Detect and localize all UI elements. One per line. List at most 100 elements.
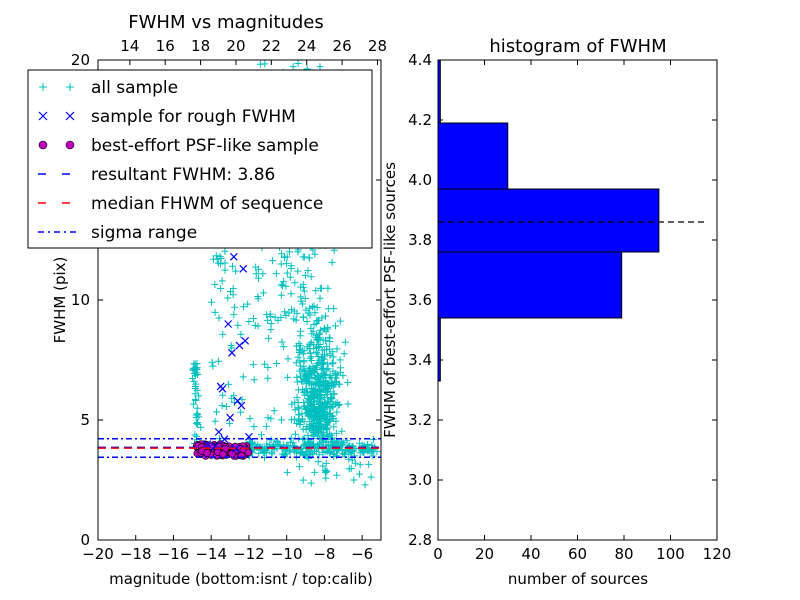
legend-label: median FHWM of sequence [91, 194, 323, 214]
all-sample-marker [351, 452, 359, 460]
histogram-y-tick-label: 3.0 [408, 471, 432, 489]
scatter-x-tick-label: −20 [82, 545, 114, 563]
all-sample-marker [341, 338, 349, 346]
all-sample-marker [277, 260, 285, 268]
all-sample-marker [338, 427, 346, 435]
scatter-plot-frame [97, 59, 382, 541]
scatter-top-tick-label: 14 [120, 37, 139, 55]
legend-plus-icon [66, 83, 74, 91]
rough-sample-marker [224, 320, 233, 328]
all-sample-marker [317, 284, 325, 292]
all-sample-marker [229, 291, 237, 299]
all-sample-marker [191, 431, 199, 439]
all-sample-marker [261, 60, 269, 68]
all-sample-marker [209, 362, 217, 370]
all-sample-marker [261, 360, 269, 368]
all-sample-marker [213, 408, 221, 416]
all-sample-marker [300, 287, 308, 295]
all-sample-marker [301, 271, 309, 279]
all-sample-marker [312, 348, 320, 356]
scatter-bottom-axis: −20 −18 −16 −14 −12 −10 −8 −6 [82, 535, 373, 563]
all-sample-marker [336, 380, 344, 388]
all-sample-marker [195, 392, 203, 400]
all-sample-marker [324, 432, 332, 440]
all-sample-marker [320, 359, 328, 367]
all-sample-marker [330, 305, 338, 313]
all-sample-marker [295, 340, 303, 348]
all-sample-marker [315, 356, 323, 364]
all-sample-marker [313, 418, 321, 426]
all-sample-marker [316, 428, 324, 436]
all-sample-marker [325, 397, 333, 405]
all-sample-marker [314, 316, 322, 324]
histogram-x-tick-label: 60 [568, 545, 587, 563]
legend-label: all sample [91, 78, 178, 98]
all-sample-marker [304, 431, 312, 439]
all-sample-marker [271, 313, 279, 321]
all-sample-marker [226, 419, 234, 427]
all-sample-marker [313, 412, 321, 420]
all-sample-marker [264, 316, 272, 324]
all-sample-marker [264, 363, 272, 371]
all-sample-marker [306, 399, 314, 407]
all-sample-marker [252, 263, 260, 271]
all-sample-marker [284, 373, 292, 381]
histogram-y-tick-label: 3.2 [408, 411, 432, 429]
all-sample-marker [356, 461, 364, 469]
all-sample-marker [312, 287, 320, 295]
scatter-x-tick-label: −8 [313, 545, 335, 563]
all-sample-marker [319, 411, 327, 419]
all-sample-marker [317, 401, 325, 409]
all-sample-marker [295, 463, 303, 471]
all-sample-marker [289, 439, 297, 447]
all-sample-marker [189, 366, 197, 374]
all-sample-marker [193, 386, 201, 394]
scatter-x-tick-label: −18 [120, 545, 152, 563]
all-sample-marker [301, 371, 309, 379]
all-sample-marker [228, 394, 236, 402]
all-sample-marker [345, 448, 353, 456]
all-sample-marker [238, 396, 246, 404]
rough-sample-marker [239, 264, 248, 273]
legend-item: median FHWM of sequence [38, 194, 323, 214]
all-sample-marker [319, 336, 327, 344]
all-sample-marker [356, 439, 364, 447]
all-sample-marker [313, 371, 321, 379]
all-sample-marker [212, 252, 220, 260]
all-sample-marker [286, 273, 294, 281]
histogram-x-tick-label: 80 [614, 545, 633, 563]
legend-x-icon [38, 111, 48, 121]
all-sample-marker [245, 317, 253, 325]
scatter-x-tick-label: −16 [158, 545, 190, 563]
all-sample-marker [338, 440, 346, 448]
all-sample-marker [284, 355, 292, 363]
all-sample-marker [278, 282, 286, 290]
histogram-title: histogram of FWHM [489, 36, 666, 57]
all-sample-marker [306, 364, 314, 372]
all-sample-marker [326, 410, 334, 418]
all-sample-marker [292, 359, 300, 367]
rough-sample-marker [245, 432, 253, 441]
all-sample-marker [319, 378, 327, 386]
all-sample-marker [209, 255, 217, 263]
all-sample-marker [322, 312, 330, 320]
histogram-x-label: number of sources [508, 570, 648, 588]
all-sample-marker [291, 430, 299, 438]
all-sample-marker [298, 365, 306, 373]
scatter-y-tick-label: 20 [71, 51, 90, 69]
all-sample-marker [336, 317, 344, 325]
legend-item: best-effort PSF-like sample [38, 136, 319, 156]
all-sample-marker [280, 343, 288, 351]
scatter-top-tick-label: 16 [156, 37, 175, 55]
psf-sample-marker [203, 449, 211, 457]
all-sample-marker [287, 290, 295, 298]
all-sample-marker [324, 360, 332, 368]
all-sample-marker [316, 63, 324, 71]
all-sample-marker [234, 321, 242, 329]
histogram-y-tick-label: 2.8 [408, 531, 432, 549]
histogram-y-tick-label: 4.2 [408, 111, 432, 129]
all-sample-marker [289, 63, 297, 71]
all-sample-marker [255, 449, 263, 457]
all-sample-marker [282, 282, 290, 290]
psf-sample-marker [237, 451, 246, 460]
